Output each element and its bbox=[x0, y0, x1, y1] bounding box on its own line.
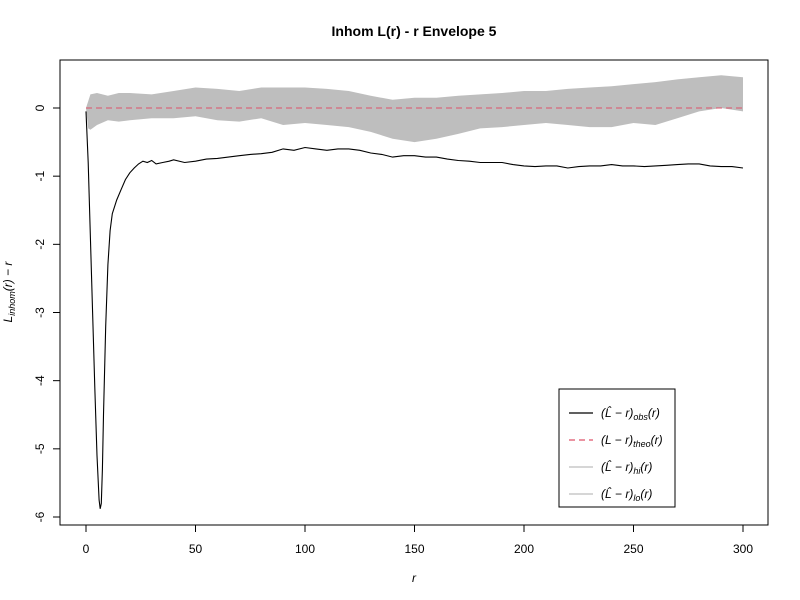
x-tick-label: 250 bbox=[623, 542, 643, 556]
x-tick-label: 0 bbox=[83, 542, 90, 556]
legend: (L̂ − r)obs(r) (L − r)theo(r) (L̂ − r)hi(r… bbox=[558, 388, 676, 508]
series-obs-line bbox=[85, 111, 744, 509]
x-axis-label: r bbox=[412, 571, 417, 585]
y-axis-label-main: L bbox=[1, 316, 15, 323]
svg-text:Linhom(r) − r: Linhom(r) − r bbox=[1, 261, 17, 323]
x-tick-label: 100 bbox=[295, 542, 315, 556]
envelope-layer bbox=[86, 75, 743, 143]
legend-box bbox=[558, 388, 676, 508]
legend-label-theo: (L − r)theo(r) bbox=[601, 433, 663, 449]
series-layer bbox=[85, 107, 744, 509]
x-tick-label: 150 bbox=[404, 542, 424, 556]
x-tick-label: 50 bbox=[189, 542, 203, 556]
legend-label-lo: (L̂ − r)lo(r) bbox=[601, 486, 652, 503]
y-tick-label: -6 bbox=[33, 511, 47, 522]
y-tick-label: -4 bbox=[33, 375, 47, 386]
y-axis-label: Linhom(r) − r bbox=[1, 261, 17, 323]
legend-label-obs: (L̂ − r)obs(r) bbox=[601, 405, 660, 422]
y-tick-label: 0 bbox=[33, 104, 47, 111]
y-axis: -6 -5 -4 -3 -2 -1 0 bbox=[33, 104, 61, 522]
y-tick-label: -5 bbox=[33, 443, 47, 454]
x-tick-label: 300 bbox=[733, 542, 753, 556]
y-axis-label-sub: inhom bbox=[7, 291, 17, 316]
y-tick-label: -2 bbox=[33, 239, 47, 250]
legend-label-hi: (L̂ − r)hi(r) bbox=[601, 459, 652, 476]
y-axis-label-rest: (r) − r bbox=[1, 261, 15, 292]
chart-title: Inhom L(r) - r Envelope 5 bbox=[332, 23, 497, 39]
x-tick-label: 200 bbox=[514, 542, 534, 556]
y-tick-label: -3 bbox=[33, 307, 47, 318]
x-axis: 0 50 100 150 200 250 300 bbox=[83, 524, 753, 556]
y-tick-label: -1 bbox=[33, 171, 47, 182]
envelope-band bbox=[86, 75, 743, 143]
